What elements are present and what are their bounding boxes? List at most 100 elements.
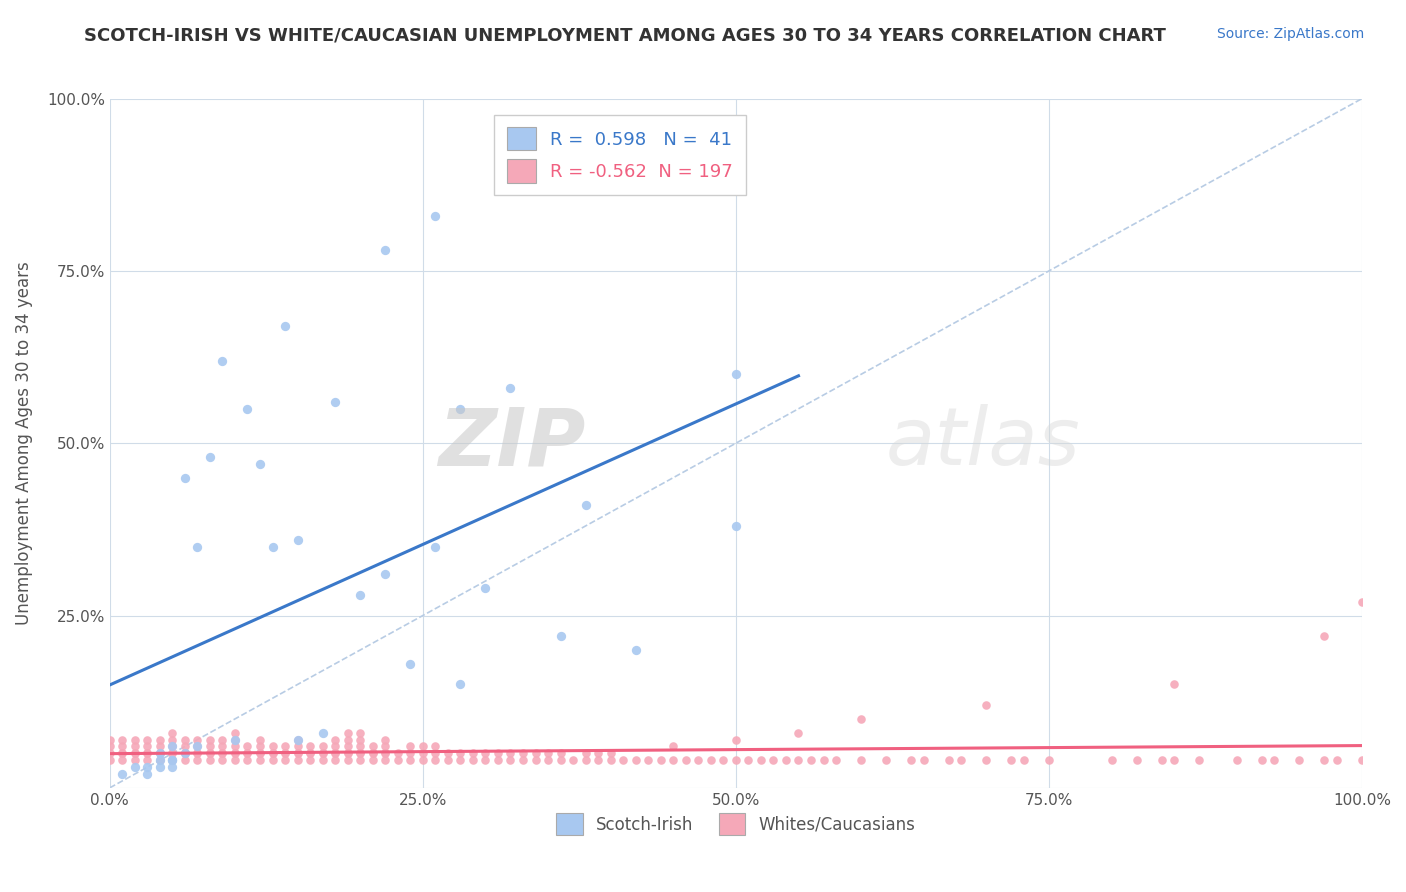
Point	[186, 540, 208, 554]
Point	[262, 753, 284, 767]
Point	[624, 643, 647, 657]
Point	[274, 747, 297, 761]
Point	[1313, 629, 1336, 643]
Point	[323, 747, 346, 761]
Point	[1163, 677, 1185, 691]
Point	[274, 747, 297, 761]
Point	[724, 732, 747, 747]
Text: SCOTCH-IRISH VS WHITE/CAUCASIAN UNEMPLOYMENT AMONG AGES 30 TO 34 YEARS CORRELATI: SCOTCH-IRISH VS WHITE/CAUCASIAN UNEMPLOY…	[84, 27, 1166, 45]
Point	[236, 747, 259, 761]
Point	[173, 747, 195, 761]
Point	[236, 401, 259, 416]
Point	[1150, 753, 1173, 767]
Point	[136, 747, 159, 761]
Point	[111, 732, 134, 747]
Point	[249, 739, 271, 754]
Point	[724, 368, 747, 382]
Point	[224, 732, 246, 747]
Point	[198, 747, 221, 761]
Point	[98, 732, 121, 747]
Point	[336, 747, 359, 761]
Point	[124, 760, 146, 774]
Point	[1351, 753, 1374, 767]
Point	[361, 753, 384, 767]
Point	[361, 747, 384, 761]
Point	[1226, 753, 1249, 767]
Point	[124, 739, 146, 754]
Point	[262, 739, 284, 754]
Point	[524, 753, 547, 767]
Point	[900, 753, 922, 767]
Point	[274, 319, 297, 334]
Point	[162, 739, 184, 754]
Point	[575, 747, 598, 761]
Point	[336, 739, 359, 754]
Point	[211, 753, 233, 767]
Point	[1326, 753, 1348, 767]
Point	[136, 732, 159, 747]
Point	[236, 753, 259, 767]
Point	[813, 753, 835, 767]
Point	[311, 747, 333, 761]
Point	[349, 588, 371, 602]
Point	[875, 753, 897, 767]
Point	[849, 712, 872, 726]
Point	[800, 753, 823, 767]
Point	[624, 753, 647, 767]
Point	[1263, 753, 1285, 767]
Point	[425, 209, 447, 223]
Point	[737, 753, 759, 767]
Point	[287, 747, 309, 761]
Point	[299, 747, 322, 761]
Point	[186, 747, 208, 761]
Point	[336, 725, 359, 739]
Point	[349, 725, 371, 739]
Point	[700, 753, 723, 767]
Point	[211, 353, 233, 368]
Point	[149, 747, 172, 761]
Point	[173, 747, 195, 761]
Point	[173, 471, 195, 485]
Point	[787, 725, 810, 739]
Point	[461, 747, 484, 761]
Point	[162, 732, 184, 747]
Point	[224, 747, 246, 761]
Point	[149, 747, 172, 761]
Point	[211, 732, 233, 747]
Point	[662, 739, 685, 754]
Point	[825, 753, 848, 767]
Point	[262, 540, 284, 554]
Point	[299, 753, 322, 767]
Point	[550, 753, 572, 767]
Point	[787, 753, 810, 767]
Point	[186, 732, 208, 747]
Text: atlas: atlas	[886, 404, 1081, 483]
Point	[111, 747, 134, 761]
Point	[1163, 753, 1185, 767]
Point	[474, 747, 496, 761]
Point	[775, 753, 797, 767]
Point	[162, 747, 184, 761]
Point	[724, 519, 747, 533]
Point	[136, 739, 159, 754]
Point	[512, 747, 534, 761]
Point	[1000, 753, 1022, 767]
Point	[136, 767, 159, 781]
Point	[976, 698, 998, 713]
Point	[486, 753, 509, 767]
Point	[149, 753, 172, 767]
Point	[1351, 595, 1374, 609]
Point	[262, 747, 284, 761]
Point	[349, 753, 371, 767]
Point	[136, 753, 159, 767]
Point	[449, 753, 471, 767]
Point	[474, 581, 496, 595]
Point	[111, 753, 134, 767]
Point	[537, 747, 560, 761]
Point	[162, 753, 184, 767]
Point	[437, 753, 460, 767]
Point	[724, 753, 747, 767]
Point	[499, 381, 522, 395]
Point	[111, 739, 134, 754]
Point	[236, 747, 259, 761]
